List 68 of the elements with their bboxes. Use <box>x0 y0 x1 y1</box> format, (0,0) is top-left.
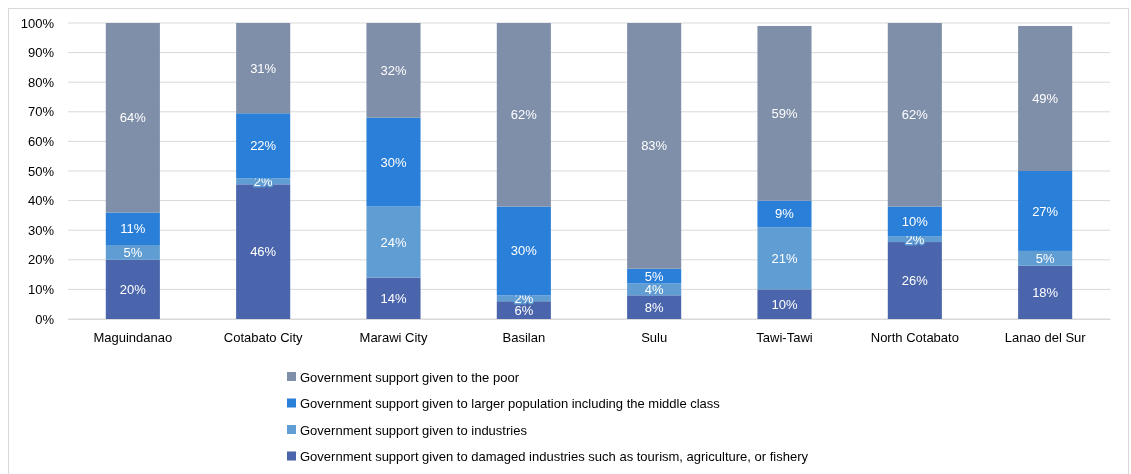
data-label: 5% <box>123 244 143 260</box>
legend-label: Government support given to larger population including the middle class <box>300 396 721 412</box>
x-tick-label: Cotabato City <box>223 330 304 346</box>
data-label: 30% <box>510 243 538 259</box>
data-label: 31% <box>250 60 277 76</box>
y-tick-label: 40% <box>27 193 55 209</box>
bar <box>757 25 812 201</box>
legend-label: Government support given to the poor <box>300 369 520 385</box>
data-label: 11% <box>120 221 146 237</box>
bar <box>627 23 682 269</box>
x-tick-label: North Cotabato <box>870 330 959 346</box>
data-label: 62% <box>901 107 929 123</box>
x-tick-label: Lanao del Sur <box>1004 330 1087 346</box>
y-tick-label: 50% <box>27 163 55 179</box>
x-tick-label: Marawi City <box>359 330 428 346</box>
bar <box>887 23 942 207</box>
x-tick-label: Tawi-Tawi <box>756 330 813 346</box>
x-tick-label: Basilan <box>502 330 546 346</box>
y-tick-label: 30% <box>27 222 55 238</box>
y-tick-label: 90% <box>27 45 55 61</box>
bar <box>887 242 942 319</box>
bar <box>496 206 551 296</box>
bar <box>236 113 291 179</box>
data-label: 27% <box>1032 203 1059 219</box>
y-tick-label: 100% <box>20 15 55 31</box>
data-label: 10% <box>771 296 798 312</box>
data-label: 21% <box>771 250 798 266</box>
legend-label: Government support given to industries <box>300 422 528 438</box>
data-label: 18% <box>1032 284 1059 300</box>
data-label: 6% <box>514 302 534 318</box>
data-label: 64% <box>119 110 147 126</box>
bar <box>1018 25 1073 171</box>
legend-label: Government support given to damaged industries such as tourism, agriculture, or fishery <box>300 449 809 465</box>
data-label: 8% <box>644 299 664 315</box>
data-label: 22% <box>250 138 277 154</box>
data-label: 59% <box>771 105 798 121</box>
data-label: 5% <box>644 268 664 284</box>
bar <box>366 23 421 118</box>
data-label: 32% <box>380 62 407 78</box>
y-tick-label: 0% <box>35 311 55 327</box>
data-label: 20% <box>119 281 147 297</box>
y-tick-label: 70% <box>27 104 55 120</box>
y-tick-label: 10% <box>27 282 55 298</box>
bar <box>366 117 421 207</box>
data-label: 26% <box>901 273 929 289</box>
bar <box>366 206 421 278</box>
y-tick-label: 80% <box>27 74 55 90</box>
data-label: 10% <box>901 213 929 229</box>
bar <box>236 23 291 114</box>
data-label: 46% <box>250 244 277 260</box>
y-tick-label: 60% <box>27 134 55 150</box>
data-label: 24% <box>380 234 407 250</box>
data-label: 49% <box>1032 91 1059 107</box>
x-tick-label: Maguindanao <box>93 330 173 346</box>
bar <box>105 23 160 213</box>
data-label: 9% <box>775 206 795 222</box>
data-label: 4% <box>644 281 664 297</box>
data-label: 14% <box>380 290 407 306</box>
bar <box>236 184 291 319</box>
bar <box>757 227 812 290</box>
data-label: 5% <box>1035 250 1055 266</box>
bar <box>1018 171 1073 251</box>
data-label: 62% <box>510 107 538 123</box>
x-tick-label: Sulu <box>641 330 668 346</box>
bar <box>496 23 551 207</box>
y-tick-label: 20% <box>27 252 55 268</box>
data-label: 83% <box>641 138 668 154</box>
data-label: 30% <box>380 154 407 170</box>
